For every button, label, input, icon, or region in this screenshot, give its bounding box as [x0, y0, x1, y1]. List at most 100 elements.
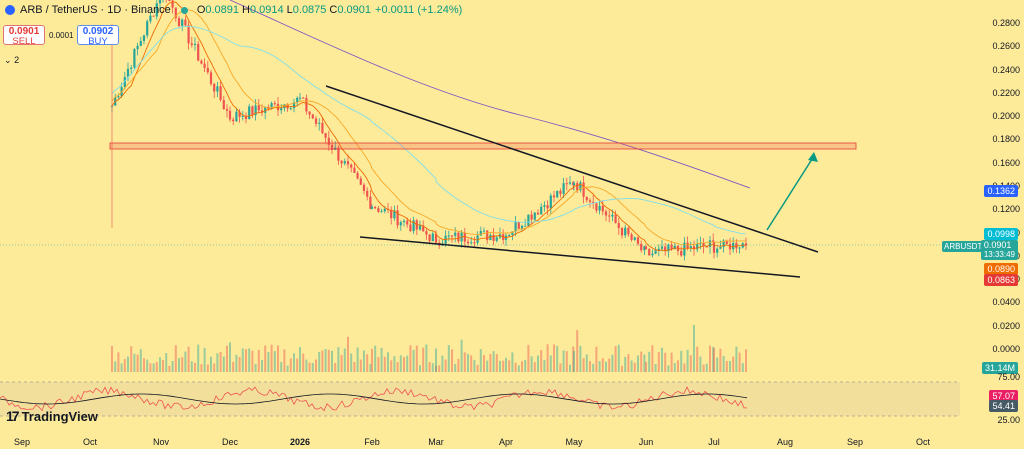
time-tick-label: Dec: [221, 437, 239, 447]
candle-body: [260, 110, 264, 113]
volume-bar: [296, 358, 299, 372]
volume-bar: [184, 351, 187, 372]
time-tick-label: May: [565, 437, 583, 447]
candle-body: [559, 190, 562, 194]
indicators-toggle[interactable]: ⌄ 2: [4, 55, 19, 66]
price-tick-label: 0.2400: [992, 64, 1020, 75]
candle-body: [152, 15, 155, 17]
volume-bar: [267, 351, 270, 372]
volume-bar: [321, 350, 324, 372]
volume-bar: [505, 357, 507, 372]
volume-bar: [514, 362, 517, 372]
volume-bar: [605, 361, 607, 372]
time-tick-label: Jul: [708, 437, 720, 447]
rsi-ma-tag: 54.41: [989, 400, 1018, 412]
volume-bar: [559, 363, 562, 372]
price-tick-label: 0.1800: [992, 134, 1020, 145]
volume-bar: [139, 349, 142, 372]
volume-bar: [573, 351, 575, 372]
volume-bar: [451, 349, 453, 372]
candle-body: [213, 83, 216, 92]
candle-body: [177, 18, 181, 26]
candle-body: [543, 205, 546, 207]
candle-body: [396, 210, 399, 226]
volume-bar: [592, 363, 595, 372]
candle-body: [712, 240, 715, 243]
sell-button[interactable]: 0.0901 SELL: [3, 25, 45, 46]
candle-body: [383, 208, 386, 212]
volume-bar: [722, 355, 725, 372]
volume-bar: [719, 348, 722, 372]
volume-bar: [270, 344, 273, 372]
volume-bar: [589, 361, 591, 372]
candle-body: [624, 227, 627, 236]
volume-bar: [194, 362, 196, 372]
volume-bar: [553, 344, 555, 372]
volume-bar: [340, 354, 343, 372]
candle-body: [130, 67, 133, 69]
candle-body: [604, 211, 608, 216]
chevron-down-icon: ⌄: [4, 55, 12, 65]
volume-bar: [585, 354, 588, 372]
volume-bar: [473, 359, 476, 372]
volume-bar: [713, 347, 715, 372]
volume-bar: [366, 354, 369, 372]
candle-body: [337, 147, 340, 161]
volume-bar: [293, 353, 295, 372]
volume-bar: [582, 358, 585, 372]
candle-body: [530, 214, 533, 220]
volume-bar: [261, 359, 263, 372]
ma20-price-tag: 0.0863: [984, 274, 1018, 286]
ma50-price-tag: 0.0890: [984, 263, 1018, 275]
candle-body: [520, 225, 524, 229]
volume-bar: [334, 363, 337, 372]
volume-bar: [438, 365, 441, 372]
candle-body: [362, 184, 366, 191]
candle-body: [644, 246, 648, 250]
candle-body: [482, 230, 486, 232]
volume-bar: [425, 344, 428, 372]
volume-bar: [428, 362, 431, 372]
candle-body: [524, 225, 527, 227]
candle-body: [126, 68, 130, 78]
rsi-lower-label: 25.00: [997, 415, 1020, 425]
candle-body: [318, 122, 321, 124]
time-tick-label: Sep: [846, 437, 864, 447]
candle-body: [536, 212, 540, 215]
rsi-upper-label: 75.00: [997, 372, 1020, 382]
volume-bar: [595, 346, 598, 372]
symbol-title[interactable]: ARB / TetherUS · 1D · Binance: [20, 4, 171, 16]
volume-bar: [155, 362, 158, 372]
logo-text: TradingView: [21, 408, 98, 424]
buy-button[interactable]: 0.0902 BUY: [77, 25, 119, 46]
candle-body: [412, 220, 415, 232]
volume-bar: [735, 346, 738, 372]
candle-body: [454, 232, 457, 236]
candle-body: [232, 119, 235, 122]
rsi-line: [0, 386, 748, 412]
volume-bar: [174, 345, 177, 372]
volume-bar: [517, 365, 520, 372]
ma200-price-tag: 0.1362: [984, 185, 1018, 197]
volume-bar: [689, 355, 692, 372]
volume-bar: [412, 349, 415, 372]
candle-body: [280, 108, 283, 111]
volume-bar: [738, 352, 741, 372]
candle-body: [466, 241, 470, 244]
volume-bar: [562, 350, 565, 372]
candle-body: [366, 190, 369, 197]
candle-body: [117, 96, 120, 98]
ma50-line: [111, 9, 747, 246]
volume-bar: [359, 359, 362, 372]
candle-body: [402, 220, 406, 223]
volume-bar: [127, 356, 129, 372]
volume-bar: [171, 360, 174, 372]
lower-trendline: [359, 236, 801, 278]
volume-bar: [716, 357, 719, 372]
volume-bar: [435, 348, 437, 372]
volume-bar: [315, 359, 317, 372]
volume-bar: [699, 356, 702, 372]
breakout-arrow-head: [808, 152, 818, 162]
candle-body: [708, 240, 712, 247]
